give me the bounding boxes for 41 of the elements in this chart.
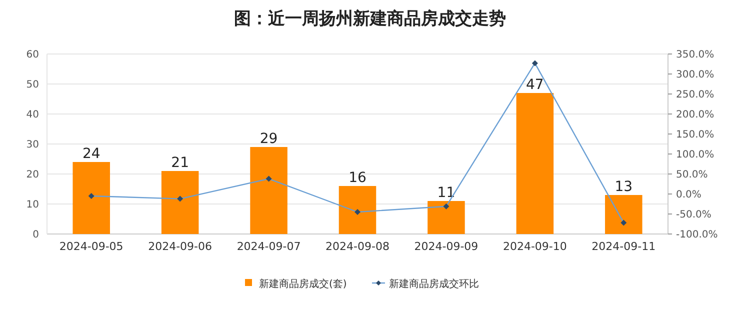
x-tick-label: 2024-09-06 [148,240,212,253]
y-tick-label: 10 [26,200,39,210]
y2-tick-label: -50.0% [676,210,712,220]
data-label: 29 [260,131,278,147]
y2-tick-label: 150.0% [676,130,714,140]
y2-tick-label: 300.0% [676,70,714,80]
y-tick-label: 0 [32,230,39,240]
bar [250,147,288,234]
y-tick-label: 50 [26,80,39,90]
x-tick-label: 2024-09-10 [502,240,567,253]
y2-tick-label: 350.0% [676,50,714,60]
y2-tick-label: -100.0% [676,230,718,240]
bar [605,195,642,234]
data-label: 13 [614,179,633,195]
y-tick-label: 20 [26,170,39,180]
x-tick-label: 2024-09-09 [414,240,478,253]
data-label: 47 [526,77,544,93]
y2-tick-label: 250.0% [676,90,714,100]
data-label: 11 [437,185,456,201]
bar [72,162,110,234]
y-tick-label: 40 [26,110,39,120]
chart-title: 图：近一周扬州新建商品房成交走势 [234,9,506,29]
x-tick-label: 2024-09-11 [592,240,656,253]
y2-tick-label: 100.0% [676,150,714,160]
y2-tick-label: 200.0% [676,110,714,120]
bar [428,201,465,234]
y2-tick-label: 50.0% [676,170,708,180]
y2-tick-label: 0.0% [676,190,702,200]
y-tick-label: 60 [26,50,39,60]
bar [338,186,376,234]
x-tick-label: 2024-09-08 [326,240,390,253]
data-label: 21 [171,155,189,171]
data-label: 16 [348,170,366,186]
x-tick-label: 2024-09-07 [236,240,301,253]
data-label: 24 [82,146,100,162]
y-tick-label: 30 [26,140,39,150]
x-tick-label: 2024-09-05 [59,240,124,253]
legend-label: 新建商品房成交(套) [259,278,347,290]
legend-label: 新建商品房成交环比 [389,278,479,290]
bar [161,171,199,234]
bar [516,93,554,234]
